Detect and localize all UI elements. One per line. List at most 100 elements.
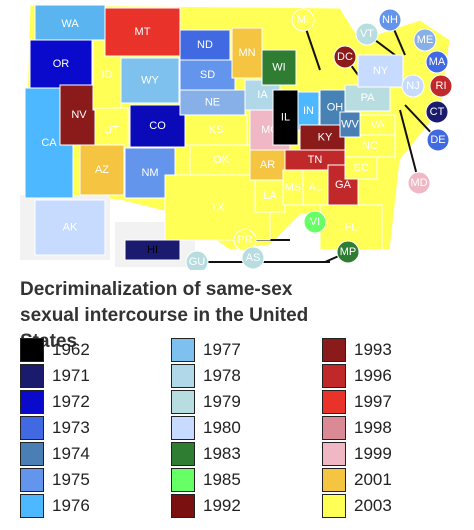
legend-swatch [171, 416, 195, 440]
state-label: IA [257, 89, 268, 101]
state-callout [291, 8, 315, 32]
legend-swatch [322, 364, 346, 388]
state-callout [378, 8, 402, 32]
state-label: SD [200, 69, 215, 81]
state-label: GU [189, 256, 206, 268]
legend-label: 1972 [52, 392, 90, 411]
legend-swatch [171, 364, 195, 388]
legend-item: 1979 [171, 390, 241, 414]
state-label: AZ [95, 164, 109, 176]
map: WAORCANVIDMTWYUTAZCONMNDSDNEKSOKTXMNIAMO… [20, 4, 452, 270]
state-label: KS [209, 124, 224, 136]
state-label: CA [41, 137, 57, 149]
legend-label: 1976 [52, 496, 90, 515]
state [344, 84, 391, 112]
state-callout [401, 74, 425, 98]
legend-label: 1985 [203, 470, 241, 489]
state [59, 84, 99, 146]
state-label: NH [382, 14, 398, 26]
legend-item: 1975 [20, 468, 90, 492]
state-label: CT [430, 106, 445, 118]
state-callout [425, 50, 449, 74]
state-label: MA [429, 56, 446, 68]
legend-swatch [20, 338, 44, 362]
state-callout [333, 45, 357, 69]
legend-label: 1980 [203, 418, 241, 437]
state-label: FL [345, 221, 358, 233]
legend-item: 1999 [322, 442, 392, 466]
state [339, 111, 361, 138]
state-label: VT [360, 28, 374, 40]
legend-item: 1998 [322, 416, 392, 440]
state-label: NV [71, 109, 87, 121]
state-callout [407, 171, 431, 195]
title: Decriminalization of same-sex sexual int… [20, 279, 309, 352]
state-label: ND [197, 39, 213, 51]
state-label: WV [341, 118, 359, 130]
legend-swatch [322, 442, 346, 466]
state-label: MD [410, 177, 427, 189]
state-label: KY [318, 131, 333, 143]
state-label: WI [272, 61, 285, 73]
legend-item: 1971 [20, 364, 90, 388]
state-label: AK [63, 221, 78, 233]
legend-label: 1978 [203, 366, 241, 385]
state [261, 49, 297, 86]
state-label: GA [335, 179, 352, 191]
legend-item: 1978 [171, 364, 241, 388]
state [184, 114, 248, 146]
state-label: AL [309, 181, 322, 193]
legend-swatch [322, 494, 346, 518]
state-callout [185, 250, 209, 270]
legend-swatch [171, 390, 195, 414]
legend-item: 1993 [322, 338, 392, 362]
state-label: ID [102, 69, 113, 81]
legend-swatch [322, 390, 346, 414]
legend-label: 1997 [354, 392, 392, 411]
state-label: HI [147, 244, 158, 256]
legend-swatch [20, 494, 44, 518]
state-label: IL [281, 111, 290, 123]
state-label: MT [135, 26, 151, 38]
state-callout [241, 246, 265, 270]
legend-item: 1962 [20, 338, 90, 362]
state-label: OK [213, 154, 230, 166]
legend-label: 1979 [203, 392, 241, 411]
state-callout [413, 28, 437, 52]
state-label: MN [238, 47, 255, 59]
state-label: UT [104, 124, 119, 136]
state [231, 27, 263, 79]
state-label: NE [205, 96, 220, 108]
legend-label: 1992 [203, 496, 241, 515]
legend-label: 1998 [354, 418, 392, 437]
legend-item: 1997 [322, 390, 392, 414]
state-label: OR [53, 58, 70, 70]
legend-item: 2001 [322, 468, 392, 492]
legend-swatch [20, 416, 44, 440]
state-label: VA [371, 119, 386, 131]
legend-item: 1992 [171, 494, 241, 518]
legend-item: 1976 [20, 494, 90, 518]
state-label: AS [246, 252, 261, 264]
legend-label: 1996 [354, 366, 392, 385]
legend-swatch [322, 338, 346, 362]
state [34, 199, 106, 256]
state-label: DE [430, 134, 445, 146]
legend-label: 2001 [354, 470, 392, 489]
legend-item: 1974 [20, 442, 90, 466]
legend-label: 1971 [52, 366, 90, 385]
legend-swatch [322, 416, 346, 440]
legend-swatch [171, 468, 195, 492]
legend-label: 1974 [52, 444, 90, 463]
state-label: CO [149, 120, 166, 132]
legend-label: 1983 [203, 444, 241, 463]
state-label: AR [260, 159, 275, 171]
state [120, 57, 180, 104]
state-label: WY [141, 74, 159, 86]
state [249, 149, 286, 181]
legend-swatch [20, 390, 44, 414]
legend-label: 1999 [354, 444, 392, 463]
state-label: MI [297, 14, 309, 26]
legend-item: 2003 [322, 494, 392, 518]
